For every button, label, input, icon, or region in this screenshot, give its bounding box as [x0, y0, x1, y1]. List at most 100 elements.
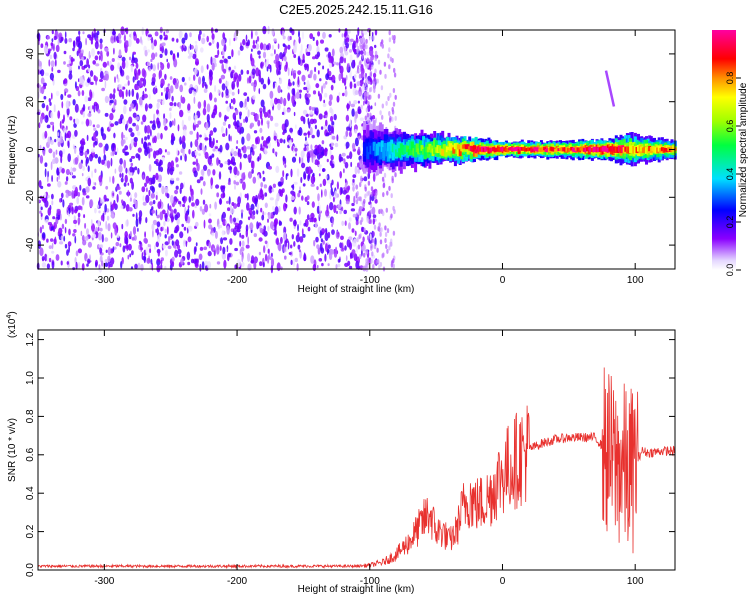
noise-cell — [124, 151, 130, 156]
noise-cell — [231, 207, 235, 214]
noise-cell — [371, 64, 374, 70]
noise-cell — [199, 142, 203, 151]
carrier-cell — [474, 136, 478, 156]
noise-cell — [118, 164, 123, 173]
y-tick-label: 0.4 — [25, 486, 36, 500]
noise-cell — [137, 147, 142, 153]
noise-cell — [90, 91, 93, 99]
noise-cell — [325, 175, 328, 179]
noise-cell — [247, 154, 252, 161]
noise-cell — [344, 161, 349, 169]
noise-cell — [373, 259, 377, 265]
noise-cell — [211, 38, 215, 44]
noise-cell — [70, 166, 73, 176]
noise-cell — [369, 77, 372, 83]
noise-cell — [81, 90, 85, 96]
noise-cell — [228, 134, 231, 142]
noise-cell — [277, 43, 280, 50]
noise-cell — [155, 195, 158, 200]
noise-cell — [264, 240, 268, 245]
noise-cell — [341, 220, 345, 226]
noise-cell — [141, 252, 144, 260]
x-tick-label: 100 — [627, 275, 644, 286]
noise-cell — [82, 165, 85, 171]
noise-cell — [345, 37, 350, 43]
carrier-cell — [667, 147, 671, 152]
carrier-cell — [433, 148, 437, 155]
noise-cell — [384, 238, 387, 243]
noise-cell — [187, 225, 192, 230]
carrier-cell — [474, 149, 478, 154]
noise-cell — [107, 223, 111, 232]
noise-cell — [228, 196, 231, 205]
noise-cell — [211, 33, 215, 40]
noise-cell — [388, 30, 391, 36]
noise-cell — [371, 189, 376, 197]
noise-cell — [255, 137, 258, 145]
noise-cell — [156, 227, 159, 236]
carrier-cell — [409, 149, 413, 156]
noise-cell — [40, 77, 45, 85]
noise-cell — [358, 234, 361, 240]
noise-cell — [158, 174, 162, 183]
noise-cell — [181, 45, 184, 52]
noise-cell — [179, 45, 182, 49]
noise-cell — [142, 77, 147, 87]
noise-cell — [340, 187, 343, 195]
noise-cell — [131, 237, 135, 241]
noise-cell — [207, 261, 212, 269]
noise-cell — [52, 151, 56, 159]
carrier-cell — [404, 145, 408, 153]
noise-cell — [151, 42, 155, 50]
noise-cell — [132, 76, 135, 83]
noise-cell — [201, 37, 206, 45]
noise-cell — [168, 205, 172, 212]
noise-cell — [71, 206, 74, 215]
noise-cell — [351, 228, 355, 233]
noise-cell — [89, 153, 93, 162]
noise-cell — [166, 62, 170, 69]
noise-cell — [371, 251, 374, 257]
noise-cell — [219, 144, 223, 153]
noise-cell — [40, 86, 45, 95]
noise-cell — [321, 228, 326, 235]
noise-cell — [218, 171, 222, 180]
noise-cell — [81, 196, 85, 206]
noise-cell — [171, 95, 174, 102]
noise-cell — [288, 137, 291, 141]
noise-cell — [225, 116, 229, 120]
colorbar-gradient — [712, 30, 736, 270]
noise-cell — [229, 38, 231, 47]
noise-cell — [365, 95, 368, 101]
noise-cell — [267, 76, 270, 86]
noise-cell — [286, 109, 291, 113]
noise-cell — [198, 33, 201, 42]
noise-cell — [280, 177, 284, 183]
noise-cell — [38, 180, 42, 188]
noise-cell — [372, 218, 375, 225]
noise-cell — [165, 86, 170, 93]
noise-cell — [117, 77, 120, 83]
noise-cell — [130, 138, 134, 148]
noise-cell — [329, 160, 333, 167]
noise-cell — [202, 107, 207, 116]
noise-cell — [389, 56, 393, 62]
noise-cell — [145, 194, 150, 204]
noise-cell — [372, 214, 377, 218]
noise-cell — [268, 109, 271, 114]
noise-cell — [170, 215, 174, 223]
noise-cell — [229, 217, 233, 224]
noise-cell — [195, 242, 198, 247]
noise-cell — [162, 244, 166, 249]
noise-cell — [385, 207, 388, 213]
noise-cell — [359, 182, 362, 188]
noise-cell — [221, 252, 227, 260]
noise-cell — [106, 215, 110, 221]
noise-cell — [343, 209, 348, 215]
noise-cell — [371, 55, 375, 60]
noise-cell — [356, 214, 360, 220]
noise-cell — [202, 33, 206, 38]
noise-cell — [290, 190, 295, 195]
noise-cell — [167, 90, 171, 100]
noise-cell — [47, 183, 51, 187]
